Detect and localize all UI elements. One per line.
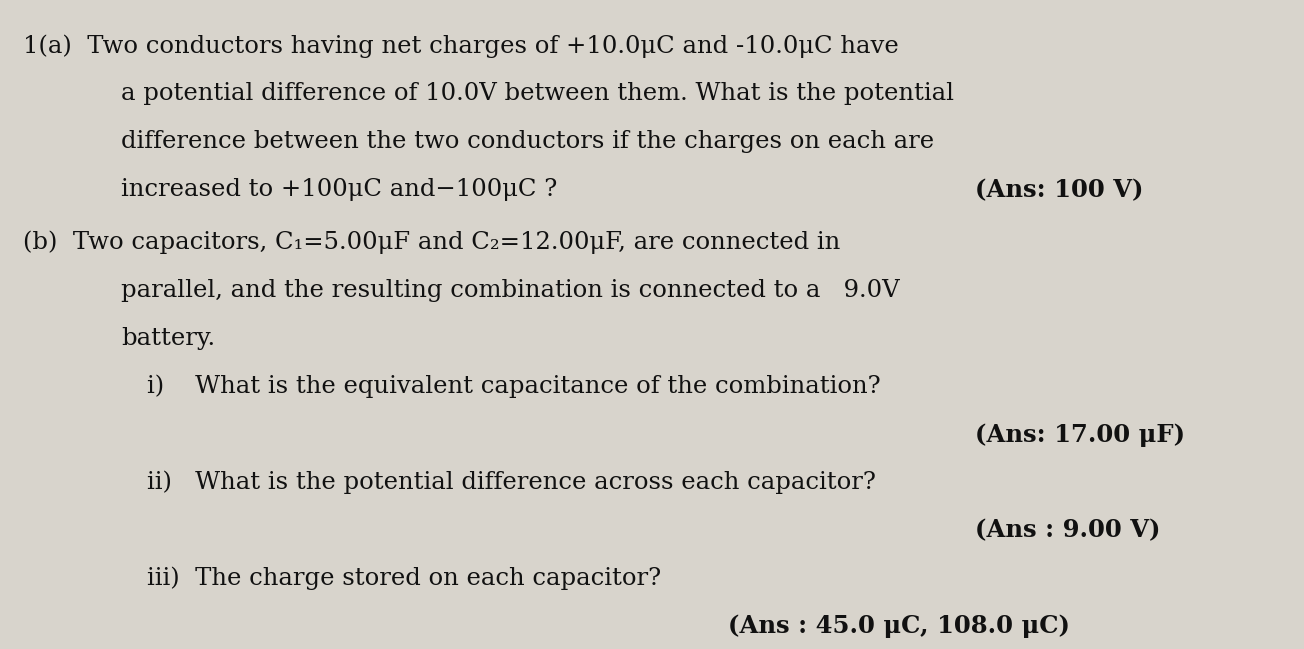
Text: (Ans : 9.00 V): (Ans : 9.00 V) — [975, 519, 1161, 543]
Text: (Ans : 45.0 μC, 108.0 μC): (Ans : 45.0 μC, 108.0 μC) — [728, 615, 1069, 639]
Text: 1(a)  Two conductors having net charges of +10.0μC and -10.0μC have: 1(a) Two conductors having net charges o… — [23, 34, 900, 58]
Text: parallel, and the resulting combination is connected to a   9.0V: parallel, and the resulting combination … — [121, 278, 900, 302]
Text: (b)  Two capacitors, C₁=5.00μF and C₂=12.00μF, are connected in: (b) Two capacitors, C₁=5.00μF and C₂=12.… — [23, 231, 841, 254]
Text: difference between the two conductors if the charges on each are: difference between the two conductors if… — [121, 130, 935, 153]
Text: (Ans: 100 V): (Ans: 100 V) — [975, 178, 1144, 202]
Text: (Ans: 17.00 μF): (Ans: 17.00 μF) — [975, 422, 1185, 447]
Text: i)    What is the equivalent capacitance of the combination?: i) What is the equivalent capacitance of… — [147, 374, 882, 398]
Text: ii)   What is the potential difference across each capacitor?: ii) What is the potential difference acr… — [147, 471, 876, 494]
Text: battery.: battery. — [121, 326, 215, 350]
Text: iii)  The charge stored on each capacitor?: iii) The charge stored on each capacitor… — [147, 567, 661, 590]
Text: a potential difference of 10.0V between them. What is the potential: a potential difference of 10.0V between … — [121, 82, 955, 105]
Text: increased to +100μC and−100μC ?: increased to +100μC and−100μC ? — [121, 178, 558, 201]
